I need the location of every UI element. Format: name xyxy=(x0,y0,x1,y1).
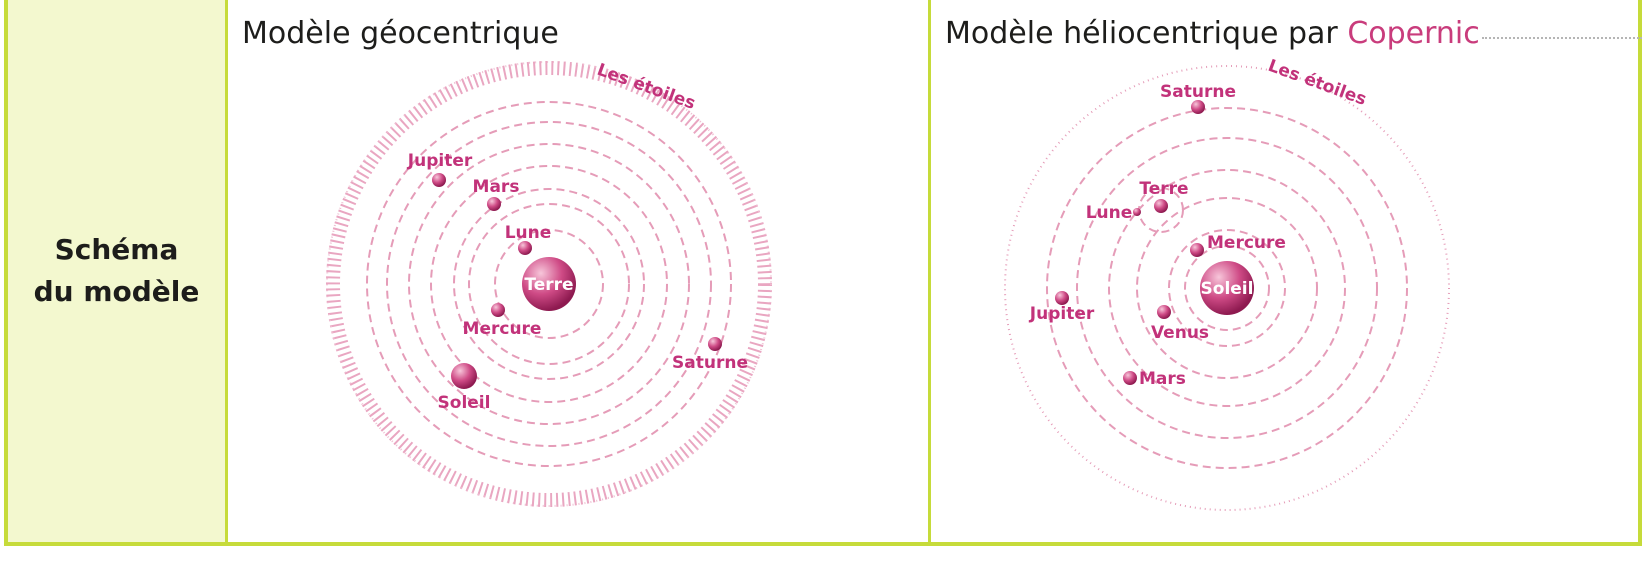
row-header-label: Schéma du modèle xyxy=(33,233,200,308)
terre-sphere xyxy=(1154,199,1168,213)
orbit-venus xyxy=(1168,229,1286,347)
soleil-label: Soleil xyxy=(1201,279,1254,299)
geocentric-panel: Modèle géocentrique xyxy=(228,0,931,546)
jupiter-label: Jupiter xyxy=(407,151,473,171)
soleil-label: Soleil xyxy=(438,393,491,413)
stars-band xyxy=(326,61,772,507)
title-leader-dots xyxy=(1481,37,1642,39)
jupiter-sphere xyxy=(432,173,446,187)
lune-label: Lune xyxy=(1086,203,1133,223)
soleil-sphere xyxy=(1200,261,1254,315)
orbit-terre xyxy=(1136,197,1318,379)
terre-label: Terre xyxy=(524,275,573,295)
heliocentric-panel: Modèle héliocentrique par Copernic xyxy=(931,0,1642,546)
row-header: Schéma du modèle xyxy=(4,0,228,546)
soleil-sphere xyxy=(451,363,477,389)
orbit-saturne xyxy=(366,101,732,467)
jupiter-sphere xyxy=(1055,291,1069,305)
mercure-sphere xyxy=(1190,243,1204,257)
mercure-sphere xyxy=(491,303,505,317)
mars-label: Mars xyxy=(1139,369,1186,389)
heliocentric-diagram: Soleil Mercure Venus Terre Lune Mars Jup… xyxy=(1004,56,1450,511)
venus-label: Venus xyxy=(1151,323,1209,343)
stars-circle xyxy=(1004,65,1450,511)
orbits xyxy=(366,101,732,467)
geocentric-diagram: Terre Lune Mercure Mars Jupiter Soleil S… xyxy=(326,60,772,507)
stars-label: Les étoiles xyxy=(1265,56,1369,110)
stars-band-outer xyxy=(326,61,772,507)
geocentric-title: Modèle géocentrique xyxy=(242,16,559,51)
mercure-label: Mercure xyxy=(1207,233,1286,253)
terre-sphere xyxy=(522,257,576,311)
lune-sphere xyxy=(1133,208,1141,216)
orbit-soleil xyxy=(430,165,668,403)
orbit-saturne xyxy=(1046,107,1408,469)
mars-sphere xyxy=(1123,371,1137,385)
lune-sphere xyxy=(518,241,532,255)
mars-label: Mars xyxy=(473,177,520,197)
mercure-label: Mercure xyxy=(463,319,542,339)
heliocentric-title: Modèle héliocentrique par Copernic xyxy=(945,16,1642,51)
saturne-label: Saturne xyxy=(1160,82,1236,102)
lune-label: Lune xyxy=(505,223,552,243)
orbit-mercure xyxy=(468,203,630,365)
saturne-sphere xyxy=(1191,100,1205,114)
saturne-label: Saturne xyxy=(672,353,748,373)
orbit-mars xyxy=(408,143,690,425)
orbit-mercure xyxy=(1184,245,1270,331)
stars-label: Les étoiles xyxy=(594,60,698,114)
terre-label: Terre xyxy=(1139,179,1188,199)
copernic-name: Copernic xyxy=(1347,16,1480,51)
heliocentric-title-prefix: Modèle héliocentrique par xyxy=(945,16,1348,51)
orbit-lune xyxy=(494,229,604,339)
orbit-jupiter xyxy=(1076,137,1378,439)
saturne-sphere xyxy=(708,337,722,351)
mars-sphere xyxy=(487,197,501,211)
jupiter-label: Jupiter xyxy=(1029,304,1095,324)
orbit-jupiter xyxy=(386,121,712,447)
venus-sphere xyxy=(1157,305,1171,319)
orbit-venus xyxy=(453,188,645,380)
orbit-mars xyxy=(1108,169,1346,407)
